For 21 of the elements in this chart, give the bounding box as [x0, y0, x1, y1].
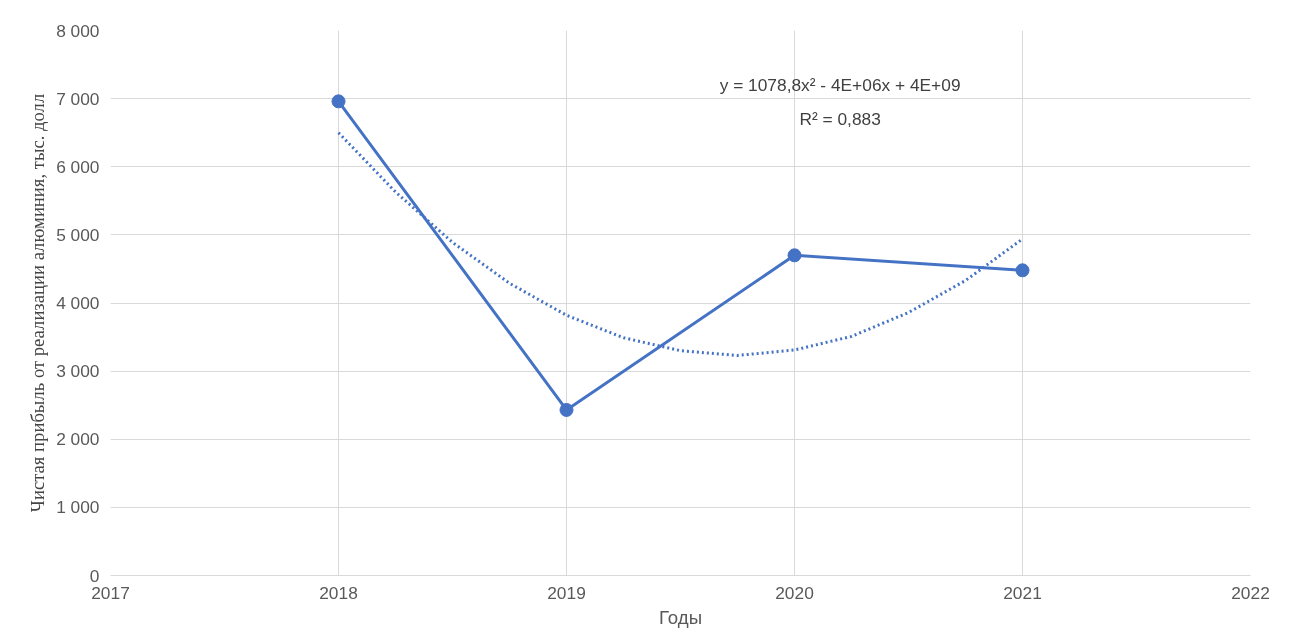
y-tick-label: 8 000 — [56, 20, 100, 41]
x-tick-label: 2021 — [1003, 582, 1042, 603]
x-tick-label: 2018 — [319, 582, 358, 603]
y-axis-title: Чистая прибыль от реализации алюминия, тыс. долл — [27, 93, 49, 513]
y-tick-label: 5 000 — [56, 224, 100, 245]
point — [1015, 263, 1030, 278]
annotation: R² = 0,883 — [799, 108, 881, 129]
y-tick-label: 4 000 — [56, 293, 100, 313]
x-tick-label: 2019 — [547, 582, 586, 603]
y-tick-label: 3 000 — [56, 361, 100, 382]
x-tick-label: 2022 — [1231, 582, 1270, 603]
annotation: y = 1078,8x² - 4E+06x + 4E+09 — [719, 75, 961, 96]
x-tick-label: 2020 — [775, 582, 814, 603]
x-axis-title: Годы — [658, 606, 703, 628]
y-tick-label: 6 000 — [56, 156, 100, 177]
point — [787, 248, 802, 263]
point — [559, 402, 574, 417]
y-tick-label: 7 000 — [56, 88, 100, 109]
y-tick-label: 1 000 — [56, 497, 100, 518]
point — [331, 94, 346, 109]
y-tick-label: 2 000 — [56, 429, 100, 450]
